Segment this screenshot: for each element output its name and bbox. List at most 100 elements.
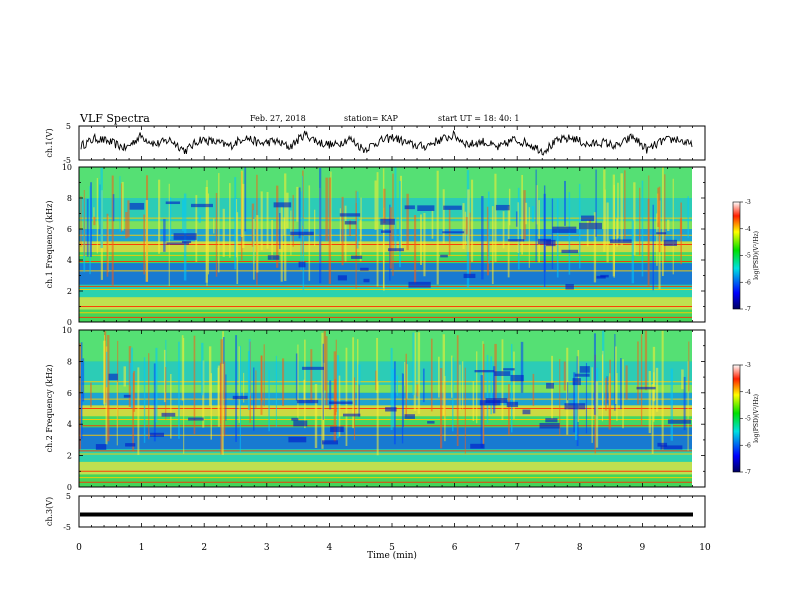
spectrogram-stripe: [633, 182, 636, 256]
spectrogram-patch: [657, 442, 668, 447]
spectrogram-stripe: [469, 212, 471, 276]
spectrogram-stripe: [543, 193, 546, 272]
spectrogram-patch: [296, 399, 319, 404]
y-tick-label: -5: [63, 523, 71, 532]
spectrogram-stripe: [392, 368, 395, 427]
spectrogram-stripe: [243, 372, 245, 403]
spectrogram-stripe: [585, 362, 588, 434]
spectrogram-stripe: [656, 213, 658, 266]
spectrogram-stripe: [358, 364, 361, 386]
spectrogram-stripe: [396, 375, 399, 396]
spectrogram-stripe: [93, 207, 95, 222]
spectrogram-stripe: [471, 179, 474, 262]
spectrogram-stripe: [568, 192, 571, 275]
y-tick-label: 10: [62, 326, 72, 335]
spectrogram-patch: [503, 368, 515, 371]
spectrogram-stripe: [609, 373, 611, 408]
spectrogram-patch: [380, 218, 395, 225]
spectrogram-stripe: [567, 382, 569, 401]
spectrogram-stripe: [631, 220, 635, 284]
spectrogram-stripe: [382, 168, 385, 289]
spectrogram-stripe: [170, 374, 172, 439]
spectrogram-stripe: [400, 175, 402, 250]
spectrogram-patch: [579, 366, 590, 373]
panel-2-axes: ch.1 Frequency (kHz) 0 2 4 6 8 10: [45, 163, 706, 327]
spectrogram-patch: [427, 421, 435, 424]
spectrogram-patch: [190, 203, 213, 208]
spectrogram-stripe: [296, 186, 299, 222]
spectrogram-stripe: [510, 343, 513, 433]
spectrogram-stripe: [79, 343, 82, 450]
spectrogram-stripe: [325, 336, 328, 406]
spectrogram-patch: [474, 369, 495, 373]
spectrogram-stripe: [268, 370, 270, 432]
spectrogram-stripe: [612, 174, 615, 277]
spectrogram-stripe: [325, 177, 328, 241]
spectrogram-stripe: [538, 200, 540, 263]
spectrogram-stripe: [341, 196, 344, 266]
spectrogram-patch: [166, 242, 190, 245]
x-tick-label: 1: [139, 543, 145, 553]
spectrogram-stripe: [120, 183, 123, 233]
spectrogram-stripe: [338, 375, 341, 437]
spectrogram-stripe: [398, 180, 401, 268]
spectrogram-stripe: [480, 375, 483, 448]
spectrogram-stripe: [235, 199, 238, 258]
spectrogram-patch: [440, 254, 448, 258]
spectrogram-stripe: [123, 366, 127, 387]
spectrogram-stripe: [217, 365, 220, 427]
x-tick-label: 8: [577, 543, 583, 553]
spectrogram-stripe: [532, 373, 535, 406]
spectrogram-band: [79, 427, 705, 450]
y-tick-label: 8: [67, 357, 72, 366]
spectrogram-stripe: [155, 347, 158, 423]
spectrogram-patch: [351, 255, 363, 259]
spectrogram-stripe: [165, 366, 167, 420]
spectrogram-stripe: [625, 365, 628, 400]
spectrogram-band: [79, 297, 705, 310]
spectrogram-stripe: [517, 202, 519, 253]
spectrogram-stripe: [223, 361, 226, 437]
x-tick-label: 9: [640, 543, 646, 553]
spectrogram-stripe: [280, 206, 283, 282]
spectrogram-patch: [667, 419, 691, 424]
spectrogram-patch: [408, 281, 431, 288]
spectrogram-stripe: [238, 346, 240, 423]
spectrogram-band: [79, 221, 705, 229]
y-tick-label: 10: [62, 163, 72, 172]
spectrogram-stripe: [276, 185, 279, 268]
spectrogram-stripe: [303, 379, 306, 401]
spectrogram-band: [79, 252, 705, 264]
spectrogram-stripe: [401, 373, 404, 444]
spectrogram-patch: [342, 413, 361, 417]
spectrogram-patch: [656, 232, 667, 235]
spectrogram-patch: [522, 409, 531, 415]
spectrogram-stripe: [456, 335, 459, 447]
spectrogram-stripe: [181, 335, 184, 401]
spectrogram-stripe: [651, 383, 654, 454]
spectrogram-patch: [267, 255, 280, 260]
y-tick-label: 2: [67, 452, 72, 461]
spectrogram-patch: [129, 202, 145, 210]
spectrogram-stripe: [644, 330, 648, 391]
spectrogram-stripe: [215, 193, 218, 277]
spectrogram-patch: [552, 226, 577, 233]
spectrogram-patch: [561, 249, 579, 254]
spectrogram-stripe: [132, 372, 135, 452]
spectrogram-stripe: [163, 218, 166, 252]
spectrogram-patch: [302, 366, 324, 370]
spectrogram-patch: [123, 394, 131, 398]
spectrogram-patch: [288, 436, 307, 443]
spectrogram-stripe: [90, 182, 93, 257]
spectrogram-patch: [387, 248, 404, 252]
spectrogram-stripe: [133, 371, 136, 412]
chart-title: VLF Spectra: [80, 112, 150, 125]
spectrogram-stripe: [591, 367, 593, 443]
spectrogram-stripe: [604, 189, 606, 246]
spectrogram-stripe: [271, 219, 274, 260]
spectrogram-stripe: [531, 206, 535, 223]
spectrogram-stripe: [121, 181, 124, 231]
spectrogram-stripe: [520, 341, 524, 393]
spectrogram-stripe: [143, 214, 146, 275]
spectrogram-stripe: [442, 189, 445, 244]
